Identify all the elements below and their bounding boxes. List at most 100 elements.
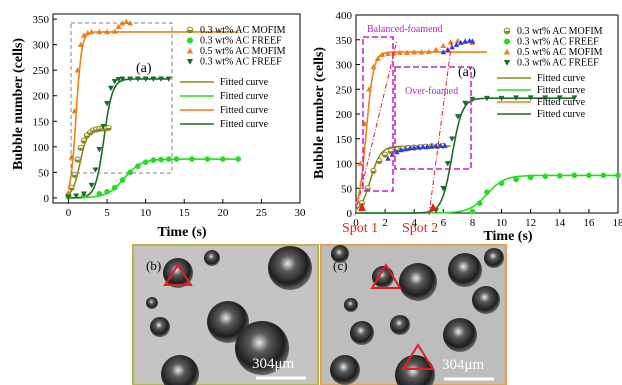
panel-0-legend-fit-label-0: Fitted curve bbox=[220, 77, 269, 88]
panel-0-legend-label-0: 0.3 wt% AC MOFIM bbox=[200, 25, 286, 36]
panel-0-series-2 bbox=[65, 18, 134, 196]
panel-0-series-3-point bbox=[158, 76, 165, 82]
panel-1-series-1-point bbox=[527, 174, 534, 181]
panel-0-series-1-point bbox=[165, 156, 172, 162]
panel-1-ytick-label: 200 bbox=[336, 109, 353, 121]
panel-0-series-1-point bbox=[204, 156, 211, 162]
panel-1-series-0-point-fill bbox=[382, 154, 388, 158]
panel-1-blue-point bbox=[462, 38, 468, 44]
panel-1-series-2-point bbox=[357, 160, 364, 166]
panel-0-legend-marker-0-fill bbox=[187, 30, 193, 33]
chart-panel-a: Bubble number (cells) Time (s) (a) 0 5 10 1… bbox=[11, 13, 306, 240]
panel-a-ylabel: Bubble number (cells) bbox=[11, 38, 26, 170]
panel-0-series-0-point-fill bbox=[75, 159, 81, 163]
panel-1-legend-fit-label-2: Fitted curve bbox=[537, 97, 586, 108]
panel-1-legend-label-3: 0.3 wt% AC FREEF bbox=[517, 58, 599, 69]
panel-1-series-1-point bbox=[542, 173, 549, 180]
panel-0-series-0-point-fill bbox=[87, 132, 93, 136]
panel-1-blue-point bbox=[437, 142, 444, 148]
panel-1-series-1-point bbox=[586, 172, 592, 179]
panel-0-series-1-point bbox=[127, 169, 134, 176]
panel-1-legend-label-1: 0.3 wt% AC FREEF bbox=[517, 37, 599, 48]
panel-0-series-3-point bbox=[142, 76, 149, 82]
panel-0-series-3-point bbox=[127, 76, 134, 82]
panel-0-series-2-point bbox=[88, 28, 95, 35]
panel-1-series-1 bbox=[469, 172, 621, 215]
panel-1-series-0-point-fill bbox=[365, 188, 371, 191]
panel-0-series-1-point bbox=[142, 159, 149, 165]
panel-0-series-2-point bbox=[104, 28, 111, 35]
panel-1-blue-point bbox=[453, 41, 460, 47]
panel-1-series-3-point bbox=[462, 100, 469, 107]
panel-1-blue-point bbox=[440, 49, 447, 55]
panel-0-axes-frame bbox=[52, 13, 301, 204]
panel-0-series-3-point bbox=[107, 85, 114, 92]
panel-1-legend-label-2: 0.5 wt% AC MOFIM bbox=[517, 47, 603, 58]
panel-1-blue-point bbox=[415, 144, 422, 150]
panel-0-ytick-label: 300 bbox=[33, 40, 50, 52]
panel-1-xtick-label: 6 bbox=[441, 217, 447, 229]
panel-0-series-3-point bbox=[100, 124, 107, 130]
panel-0-series-2-point bbox=[115, 23, 122, 30]
panel-1-series-2-point bbox=[418, 49, 425, 55]
panel-0-series-2-point bbox=[74, 67, 81, 73]
panel-0-series-3-point bbox=[65, 194, 72, 200]
panel-1-legend-label-0: 0.3 wt% AC MOFIM bbox=[517, 26, 603, 37]
panel-1-ytick-label: 0 bbox=[347, 208, 353, 220]
panel-1-series-2-point bbox=[447, 39, 454, 45]
spot-2-line bbox=[428, 39, 453, 216]
panel-0-ytick-label: 150 bbox=[33, 116, 50, 128]
panel-1-blue-point bbox=[420, 143, 426, 149]
panel-0-series-3-point bbox=[80, 191, 87, 197]
panel-1-series-1-point bbox=[571, 172, 578, 179]
panel-1-series-3-point bbox=[444, 161, 451, 167]
panel-0-series-0-point-fill bbox=[105, 127, 112, 131]
panel-1-series-3-point bbox=[440, 185, 447, 192]
panel-1-xtick-label: 12 bbox=[525, 217, 536, 229]
panel-1-xtick-label: 10 bbox=[496, 217, 508, 229]
panel-1-series-1-point bbox=[484, 189, 490, 196]
panel-0-series-3-point bbox=[92, 167, 99, 173]
panel-1-series-3-point bbox=[454, 114, 461, 120]
panel-1-ytick-label: 300 bbox=[336, 60, 353, 72]
spot-2-label: Spot 2 bbox=[402, 221, 438, 236]
panel-1-blue-point bbox=[433, 143, 439, 149]
panel-0-series-3-point bbox=[88, 182, 95, 189]
micrograph-b-bubbles bbox=[146, 246, 312, 385]
panel-0-fitted-curve-1 bbox=[68, 158, 239, 199]
panel-1-xtick-label: 18 bbox=[613, 217, 622, 229]
panel-1-legend-marker-0-fill bbox=[504, 31, 510, 34]
panel-1-xtick-label: 4 bbox=[411, 217, 417, 229]
panel-1-blue-point bbox=[411, 144, 418, 150]
panel-0-series-0-point-fill bbox=[68, 187, 75, 191]
panel-1-xtick-label: 0 bbox=[353, 217, 359, 229]
panel-1-series-1-point bbox=[615, 172, 621, 179]
panel-0-legend-fit-label-2: Fitted curve bbox=[220, 105, 269, 116]
panel-1-xtick-label: 16 bbox=[583, 217, 595, 229]
panel-1-series-1-point bbox=[556, 173, 563, 179]
panel-0-series-1-point bbox=[158, 156, 164, 163]
panel-0-series-3-point bbox=[111, 79, 118, 85]
panel-0-series-2-point bbox=[77, 41, 84, 47]
panel-1-ytick-label: 100 bbox=[336, 159, 353, 171]
panel-a-prime-ylabel: Bubble number (cells) bbox=[312, 47, 327, 179]
panel-1-xtick-label: 8 bbox=[470, 217, 476, 229]
micrograph-b-triangle bbox=[163, 263, 193, 286]
panel-0-series-1-point bbox=[119, 177, 126, 183]
panel-1-legend-fit-label-1: Fitted curve bbox=[537, 85, 586, 96]
panel-1-series-2-point bbox=[366, 86, 373, 92]
panel-0-legend-fit-label-1: Fitted curve bbox=[220, 91, 269, 102]
panel-0-ytick-label: 350 bbox=[33, 14, 50, 26]
panel-0-legend-fit-label-3: Fitted curve bbox=[220, 119, 269, 130]
panel-1-series-1-point bbox=[476, 200, 483, 206]
panel-1-series-0-point-fill bbox=[376, 161, 382, 164]
micrograph-b-label: (b) bbox=[146, 258, 161, 273]
panel-1-blue-point bbox=[449, 44, 455, 50]
panel-1-series-2-point bbox=[440, 42, 447, 49]
panel-0-series-2-point bbox=[68, 153, 75, 160]
panel-0-series-1-point bbox=[96, 190, 103, 197]
chart-panel-a-prime: Bubble number (cells) Time (s) (a') 0 2 4 6… bbox=[312, 10, 622, 244]
panel-0-legend-label-2: 0.5 wt% AC MOFIM bbox=[200, 46, 286, 57]
panel-1-series-3-point bbox=[571, 95, 578, 101]
